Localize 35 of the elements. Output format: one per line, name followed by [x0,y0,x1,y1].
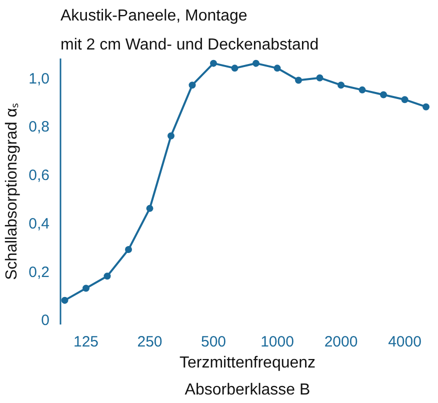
point [338,82,344,89]
point [146,204,154,212]
point [316,74,324,82]
y-axis-title: Schallabsorptionsgrad αₛ [4,102,21,280]
x-tick-label: 4000 [388,334,422,350]
point [252,60,260,67]
x-tick-label: 500 [200,334,226,350]
x-axis-title: Terzmittenfrequenz [179,354,316,372]
point [188,82,196,89]
x-tick-label: 125 [73,334,99,350]
y-tick-label: 1,0 [28,70,50,88]
chart-title: Akustik-Paneele, Montage [60,8,248,24]
point [61,296,68,304]
point [82,284,90,292]
y-tick-label: 0,2 [28,264,50,281]
point [168,132,174,140]
y-tick-label: 0,4 [28,215,50,232]
y-tick-label: 0 [41,312,50,330]
point [210,60,217,67]
point [295,76,302,84]
point [380,91,387,98]
y-tick-label: 0,8 [28,118,50,136]
text: Absorberklasse B [184,382,310,398]
x-tick-label: 1000 [260,334,294,350]
y-tick-label: 0,6 [28,167,50,184]
x-tick-label: 250 [137,334,162,350]
point [231,64,238,72]
point [125,246,132,254]
chart-subtitle: mit 2 cm Wand- und Deckenabstand [60,36,319,54]
x-tick-label: 2000 [324,334,358,350]
point [358,86,366,94]
point [104,272,111,280]
point [274,64,281,72]
point [422,103,430,110]
point [401,96,408,104]
